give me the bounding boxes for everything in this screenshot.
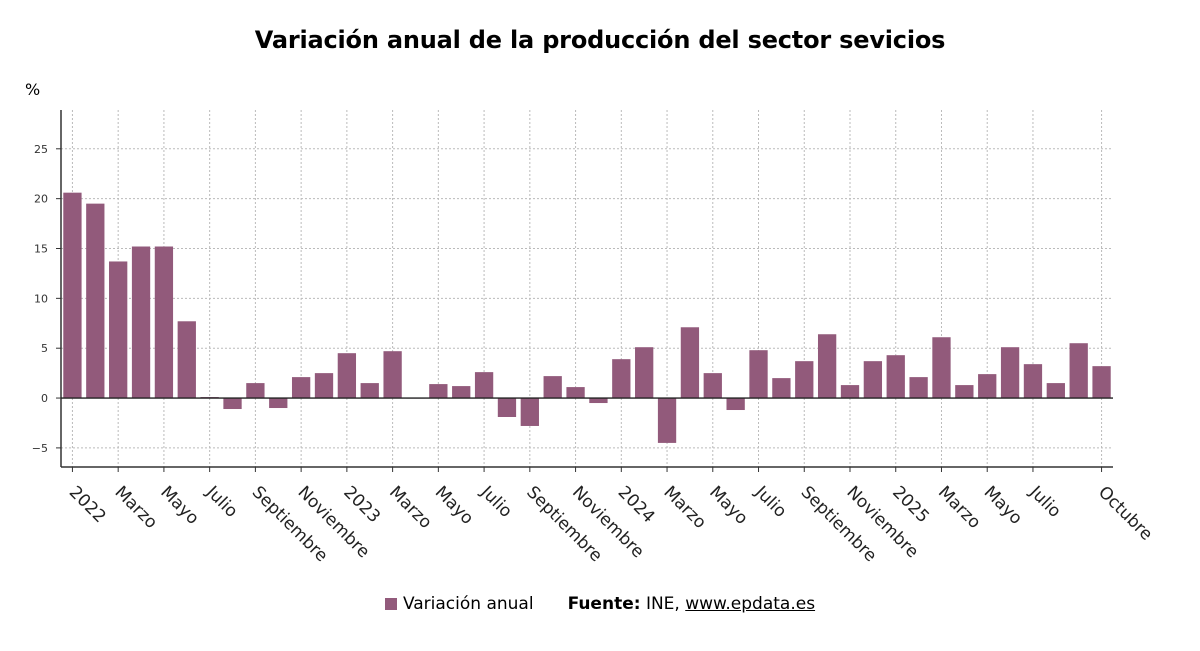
x-tick-label: Marzo: [934, 482, 984, 532]
x-tick-label: Mayo: [431, 482, 477, 528]
bar: [520, 398, 539, 426]
bar: [497, 398, 517, 417]
chart-footer: Variación anual Fuente: INE, www.epdata.e…: [0, 594, 1200, 614]
legend-label: Variación anual: [402, 594, 534, 614]
chart-title: Variación anual de la producción del sec…: [254, 26, 946, 54]
bar: [246, 383, 265, 399]
x-tick-label: Octubre: [1094, 482, 1156, 544]
bar: [703, 373, 722, 399]
bar: [1023, 364, 1043, 399]
bar: [1069, 343, 1088, 399]
bar: [909, 377, 928, 399]
bar: [337, 353, 357, 399]
x-tick-label: Marzo: [111, 482, 161, 532]
bar: [817, 334, 837, 399]
x-tick-label: Mayo: [705, 482, 751, 528]
x-tick-label: Mayo: [980, 482, 1026, 528]
bar: [772, 378, 791, 399]
y-tick-label: 5: [41, 342, 48, 355]
bar: [1092, 366, 1111, 399]
bar: [63, 192, 82, 399]
bar: [726, 398, 745, 411]
bar: [131, 246, 151, 399]
bar: [360, 383, 379, 399]
x-tick-label: Julio: [201, 482, 241, 522]
bar: [474, 372, 494, 399]
axes: [56, 110, 1113, 472]
x-tick-label: Julio: [1025, 482, 1065, 522]
x-tick-label: Mayo: [156, 482, 202, 528]
bar: [177, 321, 196, 399]
bar: [86, 203, 105, 399]
bar: [269, 398, 288, 409]
x-tick-label: 2022: [65, 482, 110, 527]
y-tick-label: 20: [34, 193, 48, 206]
bar: [429, 384, 448, 399]
bar: [223, 398, 242, 410]
y-tick-labels: −5 0 5 10 15 20 25: [32, 143, 48, 455]
bar: [840, 385, 860, 399]
y-tick-label: 25: [34, 143, 48, 156]
legend-swatch: [384, 598, 397, 610]
bar: [932, 337, 951, 399]
bar: [863, 361, 883, 399]
source-label: Fuente:: [567, 594, 641, 614]
bar: [978, 374, 997, 399]
bar: [657, 398, 677, 443]
gridlines: [61, 110, 1113, 467]
bar: [314, 373, 334, 399]
bar: [154, 246, 174, 399]
bar: [612, 359, 631, 399]
x-tick-label: Julio: [476, 482, 516, 522]
x-tick-label: Julio: [750, 482, 790, 522]
bar: [291, 377, 311, 399]
bar: [109, 261, 128, 399]
bar: [680, 327, 700, 399]
y-tick-label: 15: [34, 243, 48, 256]
y-tick-label: −5: [32, 442, 48, 455]
x-tick-label: Marzo: [660, 482, 710, 532]
y-tick-label: 0: [41, 392, 48, 405]
bar: [452, 386, 471, 399]
bars: [63, 192, 1111, 443]
bar: [955, 385, 974, 399]
bar: [566, 387, 585, 399]
y-tick-label: 10: [34, 292, 48, 305]
bar: [749, 350, 768, 399]
bar: [1000, 347, 1020, 399]
x-tick-label: Marzo: [385, 482, 435, 532]
bar: [886, 355, 905, 399]
y-axis-unit-label: %: [25, 80, 40, 99]
source-text: INE,: [645, 594, 680, 614]
bar: [543, 376, 562, 399]
bar: [635, 347, 654, 399]
source-link[interactable]: www.epdata.es: [685, 594, 816, 614]
bar: [383, 351, 402, 399]
bar: [1046, 383, 1065, 399]
bar: [795, 361, 814, 399]
bar: [589, 398, 608, 404]
